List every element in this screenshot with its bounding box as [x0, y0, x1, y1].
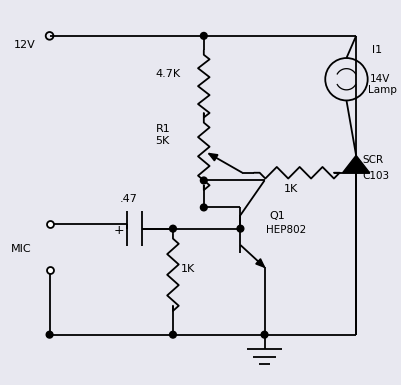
Text: 1K: 1K: [284, 184, 298, 194]
Text: +: +: [113, 224, 124, 238]
Polygon shape: [342, 156, 370, 173]
Circle shape: [170, 331, 176, 338]
Polygon shape: [209, 154, 218, 161]
Circle shape: [200, 32, 207, 39]
Text: 5K: 5K: [156, 136, 170, 146]
Text: HEP802: HEP802: [266, 226, 307, 236]
Circle shape: [46, 331, 53, 338]
Circle shape: [200, 177, 207, 184]
Text: R1: R1: [156, 124, 170, 134]
Text: 4.7K: 4.7K: [156, 69, 181, 79]
Circle shape: [170, 225, 176, 232]
Circle shape: [200, 204, 207, 211]
Text: SCR: SCR: [363, 155, 384, 165]
Text: .47: .47: [120, 194, 138, 204]
Text: l1: l1: [371, 45, 382, 55]
Text: 14V: 14V: [370, 74, 390, 84]
Circle shape: [261, 331, 268, 338]
Circle shape: [237, 225, 244, 232]
Polygon shape: [256, 259, 265, 267]
Text: MIC: MIC: [11, 244, 32, 254]
Text: Lamp: Lamp: [368, 85, 397, 95]
Text: C103: C103: [363, 171, 390, 181]
Text: 1K: 1K: [181, 264, 195, 274]
Text: Q1: Q1: [269, 211, 285, 221]
Text: 12V: 12V: [14, 40, 36, 50]
